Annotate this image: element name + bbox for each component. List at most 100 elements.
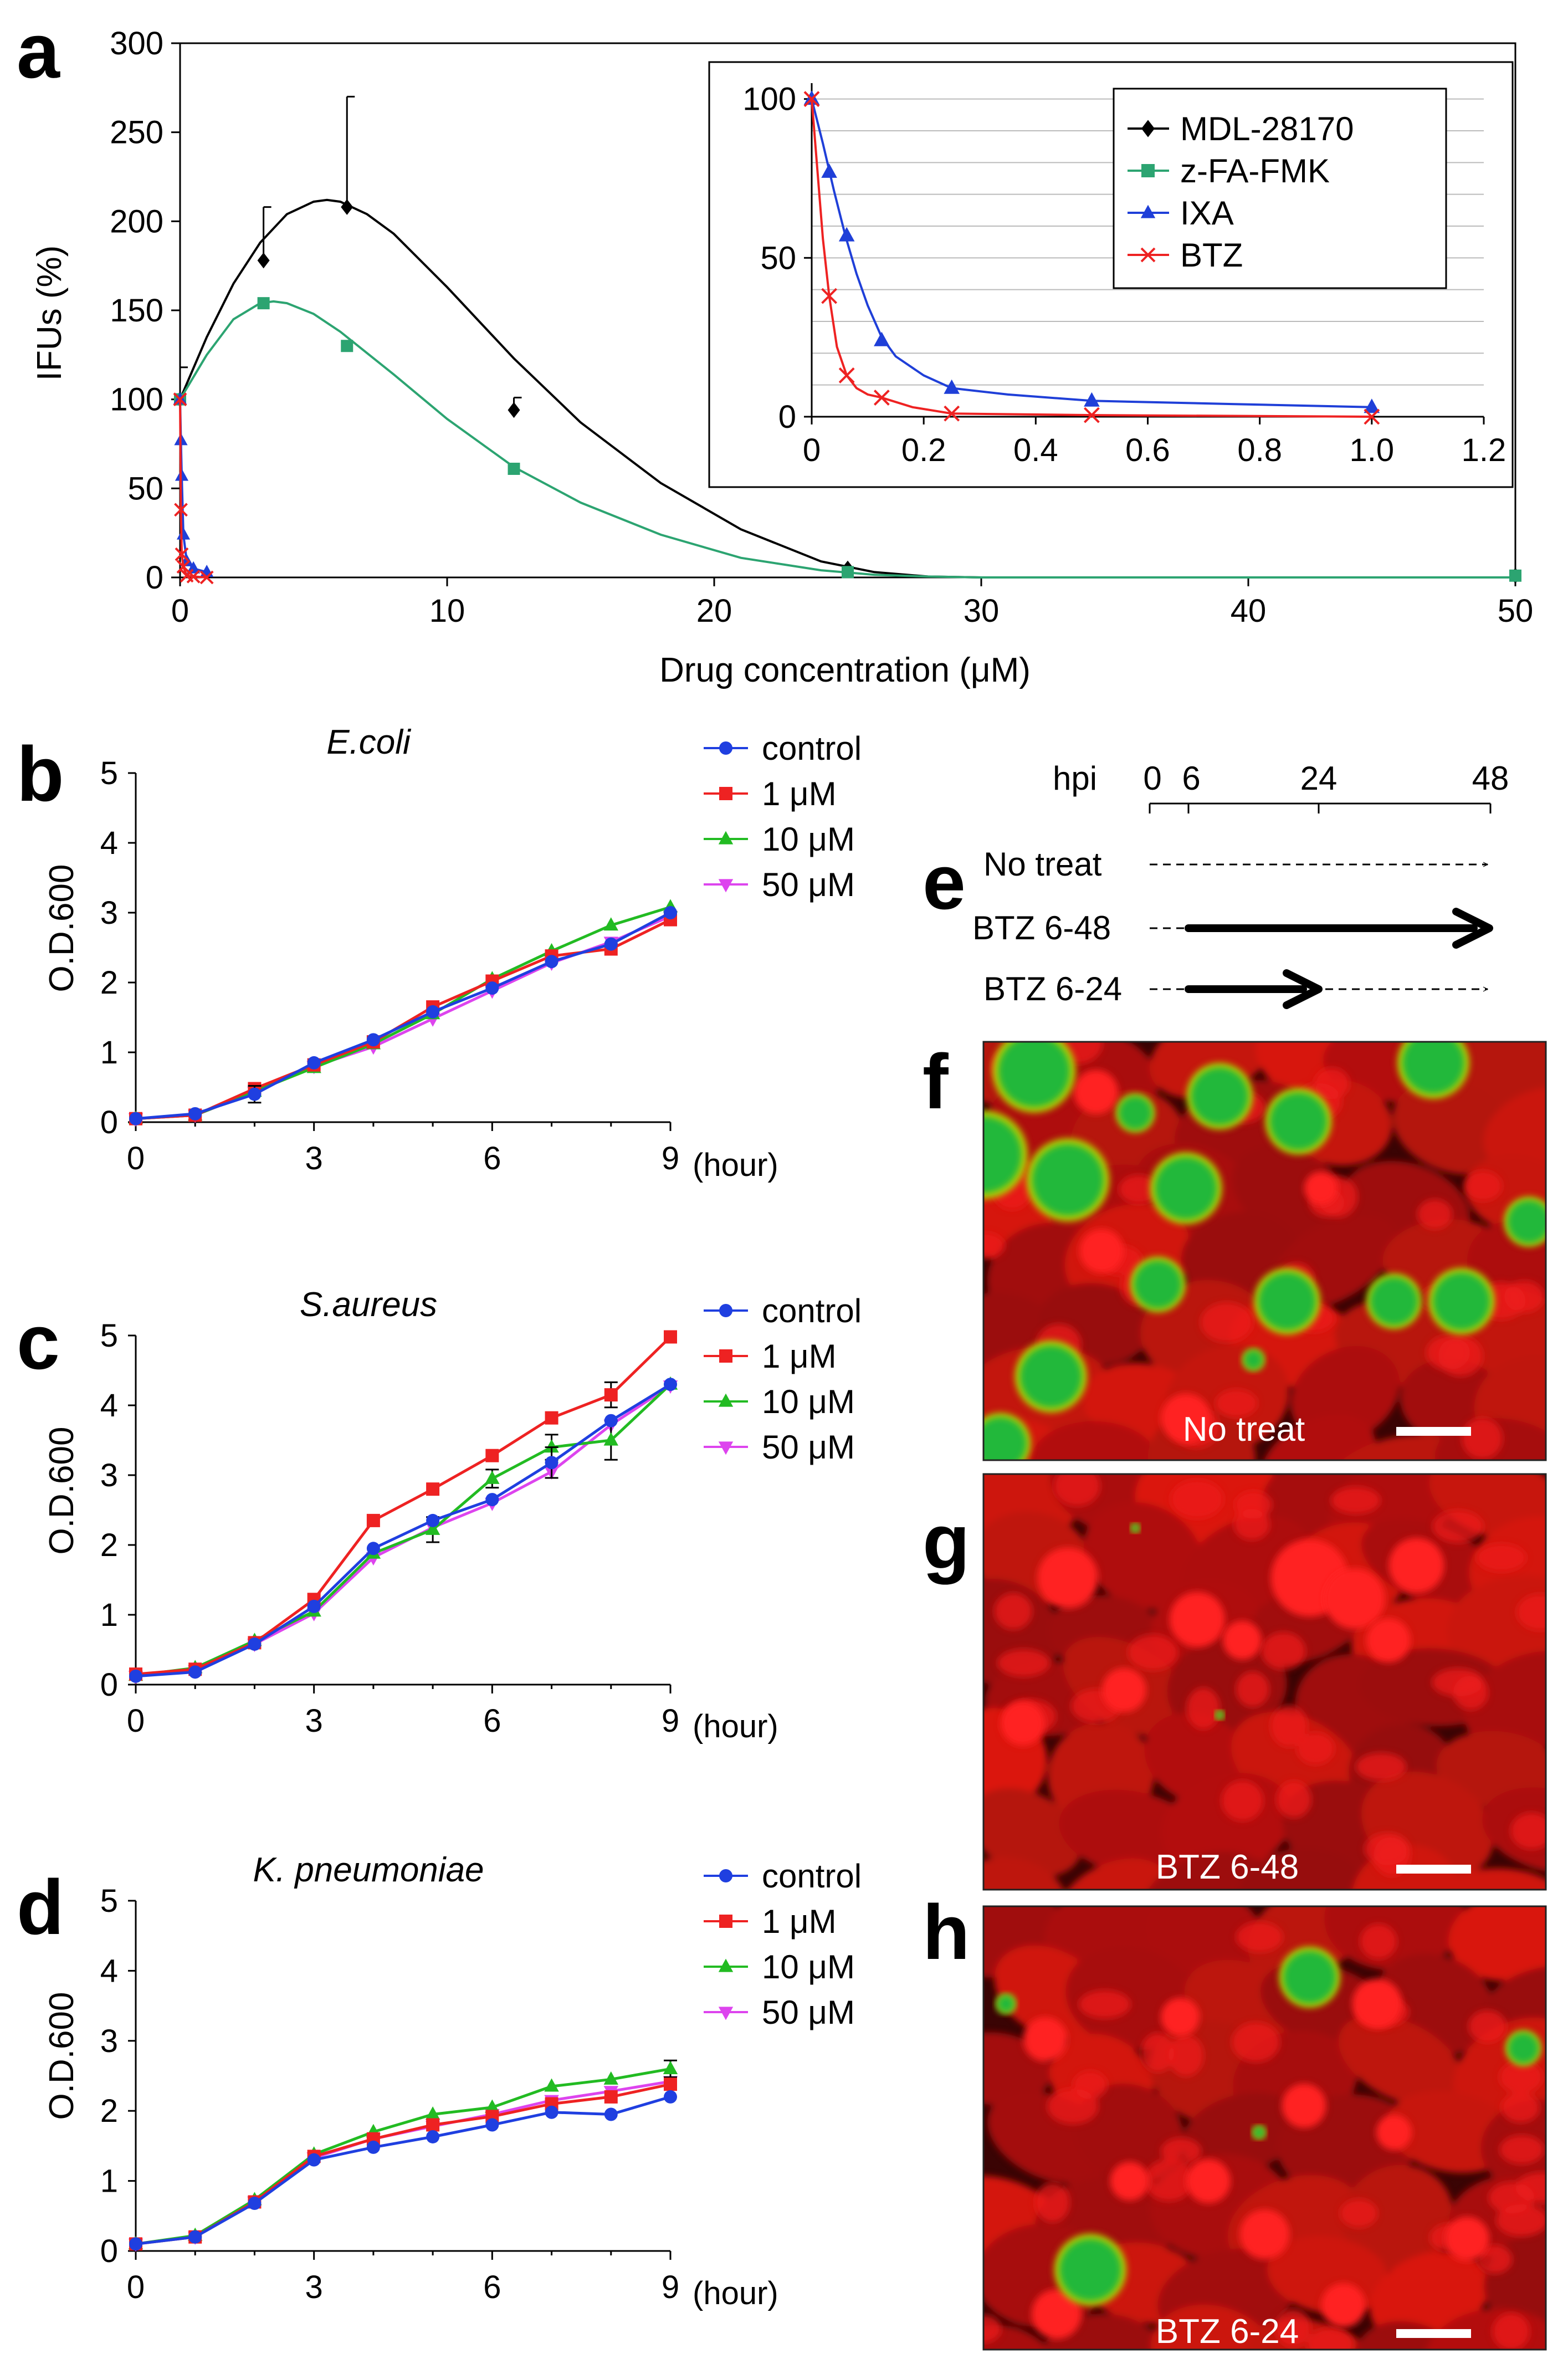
timeline-row-btz-6-48-label: BTZ 6-48	[972, 909, 1111, 946]
micro-f-cell	[1031, 1421, 1158, 1460]
micro-h-bright-cell	[1186, 2159, 1231, 2203]
panel-b-chart: 0 1 2 3 4 5 0 3 6 9 control 1 μM 10 μM 50 μM	[100, 730, 862, 1176]
micro-h-cell	[1146, 1906, 1263, 1979]
micro-h-content	[983, 1906, 1546, 2350]
panel-d-point	[307, 2153, 321, 2167]
panel-b-series-line	[135, 915, 671, 1120]
micro-h-nucleus	[1488, 2182, 1535, 2214]
panel-b-ylabel: O.D.600	[43, 864, 81, 992]
panel-d-point	[129, 2237, 142, 2251]
micro-h-cell	[1342, 2165, 1454, 2271]
micro-g-nucleus	[1331, 1487, 1381, 1514]
panel-a-point	[341, 340, 353, 352]
micro-g-nucleus	[1297, 1732, 1335, 1765]
micro-g-bright-cell	[1037, 1547, 1099, 1609]
inset-curve-ixa	[811, 99, 1372, 408]
panel-b-legend-marker	[718, 831, 734, 845]
panel-c-ytick-label: 0	[100, 1667, 118, 1703]
micro-f-cell	[1456, 1042, 1546, 1112]
micrograph-f-caption: No treat	[1183, 1410, 1305, 1449]
panel-d-point	[426, 2130, 440, 2143]
micro-f-bright-cell	[1161, 1393, 1211, 1444]
panel-d-xtick-label: 6	[483, 2269, 501, 2305]
panel-letter-g: g	[923, 1498, 970, 1585]
panel-a-point	[508, 402, 520, 418]
timeline-row-no-treat-label: No treat	[983, 846, 1102, 883]
micro-f-frame	[982, 1041, 1547, 1461]
micro-h-cell	[983, 2325, 1059, 2350]
micro-f-inclusion	[983, 1117, 1022, 1193]
inset-ytick-label: 50	[760, 240, 796, 276]
inset-point-btz	[944, 405, 960, 422]
panel-c-point	[188, 1665, 202, 1679]
micro-h-nucleus	[1168, 2034, 1204, 2077]
panel-d-title: K. pneumoniae	[253, 1851, 484, 1889]
micro-g-content	[983, 1474, 1546, 1890]
panel-a-ytick-label: 250	[110, 115, 163, 151]
inset-point-btz	[873, 390, 890, 406]
micro-f-inclusion	[1433, 1272, 1490, 1330]
panel-d-ylabel: O.D.600	[43, 1992, 81, 2120]
panel-c-series-line	[135, 1383, 672, 1678]
panel-b-xtick-label: 9	[662, 1140, 679, 1176]
micro-f-cell	[1483, 1087, 1546, 1174]
panel-letter-a: a	[17, 7, 60, 94]
panel-a-point	[176, 527, 191, 540]
micro-h-nucleus	[1236, 1922, 1283, 1953]
panel-b-title: E.coli	[326, 723, 412, 761]
panel-d-ytick-label: 1	[100, 2163, 118, 2199]
inset-ytick-label: 100	[742, 81, 796, 117]
panel-a-point	[175, 547, 189, 561]
panel-a-xtick-label: 30	[964, 593, 1000, 629]
micro-g-nucleus	[1270, 1705, 1308, 1747]
micro-g-inclusion	[1131, 1524, 1139, 1532]
panel-c-legend-label: 10 μM	[762, 1383, 855, 1420]
micro-g-nucleus	[997, 1649, 1050, 1677]
micro-h-cell	[1182, 2092, 1303, 2173]
micro-g-nucleus	[1432, 1510, 1484, 1543]
panel-a-point	[174, 503, 188, 517]
micro-f-bright-cell	[1074, 1070, 1118, 1114]
panel-a-point	[257, 252, 270, 269]
panel-d-point	[545, 2105, 558, 2119]
panel-d-ytick-label: 4	[100, 1953, 118, 1989]
panel-d-series-line	[135, 2080, 671, 2245]
micro-g-nucleus	[1355, 1752, 1407, 1781]
micro-f-inclusion	[1191, 1067, 1248, 1125]
panel-a-point	[1509, 569, 1521, 582]
timeline-label: hpi	[1053, 760, 1097, 797]
panel-c-series-line	[135, 1335, 672, 1676]
panel-b-point	[426, 1005, 440, 1019]
micro-h-nucleus	[1232, 2022, 1280, 2063]
micro-h-nucleus	[1079, 1990, 1131, 2019]
micro-h-nucleus	[1306, 2328, 1354, 2350]
panel-b-legend-marker	[719, 787, 732, 800]
micro-h-cell	[983, 2032, 1052, 2106]
micro-g-bright-cell	[1388, 1538, 1444, 1593]
panel-c-legend-label: control	[762, 1292, 862, 1329]
micro-h-cell	[1042, 2314, 1167, 2350]
panel-b-ytick-label: 0	[100, 1104, 118, 1140]
micro-h-nucleus	[1275, 2309, 1311, 2347]
panel-d-legend-marker	[719, 1869, 732, 1882]
micro-f-inclusion	[1370, 1277, 1418, 1326]
panel-c-xtick-label: 6	[483, 1703, 501, 1739]
micro-g-cell	[983, 1788, 1082, 1877]
panel-b-point	[545, 955, 558, 969]
legend-label: IXA	[1180, 195, 1234, 232]
panel-b-xtick-label: 3	[305, 1140, 323, 1176]
panel-a-xtick-label: 0	[171, 593, 189, 629]
panel-d-ytick-label: 2	[100, 2093, 118, 2129]
inset-ytick-label: 0	[778, 399, 796, 435]
micro-h-nucleus	[1035, 2182, 1070, 2223]
legend-swatch-marker	[1141, 164, 1155, 177]
panel-d-ytick-label: 3	[100, 2023, 118, 2059]
panel-c-series-line	[135, 1383, 672, 1677]
micro-f-inclusion	[1244, 1350, 1263, 1369]
panel-c-legend-marker	[718, 1393, 734, 1407]
micro-g-nucleus	[1234, 1491, 1273, 1519]
panel-a-inset: 0 50 100 0 0.2 0.4 0.6 0.8 1.0 1.2 MDL-28170 z-FA-F…	[708, 61, 1514, 488]
panel-d-point	[603, 2071, 618, 2085]
micro-f-nucleus	[983, 1232, 1005, 1259]
